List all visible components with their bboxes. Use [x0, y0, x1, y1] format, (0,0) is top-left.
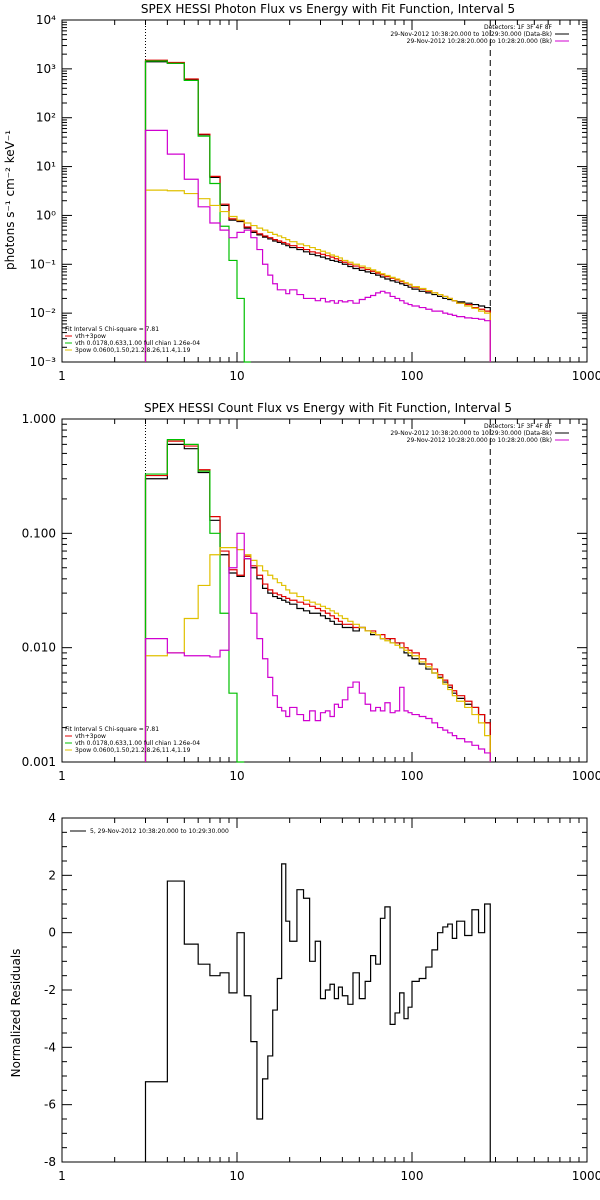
- series-line-1: [144, 440, 491, 762]
- y-tick-label: 10¹: [36, 160, 56, 174]
- y-tick-label: -8: [44, 1155, 56, 1169]
- legend-bottom-text: vth+3pow: [75, 333, 106, 340]
- residuals-panel: Normalized Residuals 1 10 100 1000 -8 -6 -4 -2 0…: [9, 811, 600, 1183]
- x-tick-label: 1000: [572, 769, 600, 783]
- series-line-3: [144, 547, 491, 762]
- legend-top-text: Detectors: 1F 3F 4F 8F: [484, 24, 553, 31]
- legend-top-text: 29-Nov-2012 10:28:20.000 to 10:28:20.000…: [407, 437, 552, 444]
- y-tick-label: 10⁴: [36, 13, 56, 27]
- series-line-0: [144, 443, 491, 762]
- y-tick-label: -4: [44, 1040, 56, 1054]
- y-tick-label: 4: [48, 811, 56, 825]
- x-tick-label: 10: [229, 1169, 244, 1183]
- y-tick-label: 10⁻¹: [30, 257, 57, 271]
- x-tick-label: 1000: [572, 369, 600, 383]
- y-tick-label: 1.000: [22, 412, 56, 426]
- legend-bottom-text: vth 0.0178,0.633,1.00 full chian 1.26e-0…: [75, 740, 200, 747]
- legend-bottom-text: vth 0.0178,0.633,1.00 full chian 1.26e-0…: [75, 340, 200, 347]
- x-tick-label: 100: [401, 369, 424, 383]
- y-tick-label: 10⁻²: [30, 306, 57, 320]
- plot-frame: [61, 817, 588, 1163]
- x-tick-label: 1: [58, 1169, 66, 1183]
- y-tick-label: 0: [48, 926, 56, 940]
- legend-bottom-text: vth+3pow: [75, 733, 106, 740]
- x-tick-label: 100: [401, 1169, 424, 1183]
- legend-top-text: 29-Nov-2012 10:38:20.000 to 10:29:30.000…: [390, 430, 552, 437]
- plot-frame: [61, 19, 588, 363]
- legend-top-text: 29-Nov-2012 10:38:20.000 to 10:29:30.000…: [390, 31, 552, 38]
- y-tick-label: 10²: [36, 111, 56, 125]
- x-tick-label: 10: [229, 369, 244, 383]
- series-line-0: [144, 863, 491, 1162]
- x-tick-label: 10: [229, 769, 244, 783]
- x-tick-label: 100: [401, 769, 424, 783]
- x-tick-label: 1: [58, 369, 66, 383]
- residuals-ylabel: Normalized Residuals: [9, 949, 23, 1078]
- series-line-2: [144, 439, 245, 763]
- legend-top-text: Detectors: 1F 3F 4F 8F: [484, 423, 553, 430]
- photon-flux-ylabel: photons s⁻¹ cm⁻² keV⁻¹: [3, 130, 17, 270]
- y-tick-label: 10⁰: [36, 208, 56, 222]
- count-flux-panel: SPEX HESSI Count Flux vs Energy with Fit…: [22, 401, 600, 783]
- series-line-4: [144, 129, 491, 362]
- legend-top-text: 29-Nov-2012 10:28:20.000 to 10:28:20.000…: [407, 38, 552, 45]
- photon-flux-panel: SPEX HESSI Photon Flux vs Energy with Fi…: [3, 2, 600, 383]
- y-tick-label: -6: [44, 1098, 56, 1112]
- count-flux-title: SPEX HESSI Count Flux vs Energy with Fit…: [144, 401, 512, 415]
- x-tick-label: 1: [58, 769, 66, 783]
- plot-frame: [61, 418, 588, 763]
- y-tick-label: -2: [44, 983, 56, 997]
- series-line-0: [144, 61, 491, 362]
- legend-bottom-text: 3pow 0.0600,1.50,21.2,8.26,11.4,1.19: [75, 347, 191, 354]
- y-tick-label: 10⁻³: [30, 355, 57, 369]
- legend-bottom-text: 3pow 0.0600,1.50,21.2,8.26,11.4,1.19: [75, 747, 191, 754]
- y-tick-label: 0.010: [22, 641, 56, 655]
- y-tick-label: 0.100: [22, 526, 56, 540]
- y-tick-label: 2: [48, 868, 56, 882]
- legend-text: 5, 29-Nov-2012 10:38:20.000 to 10:29:30.…: [90, 828, 229, 835]
- photon-flux-title: SPEX HESSI Photon Flux vs Energy with Fi…: [141, 2, 515, 16]
- y-tick-label: 10³: [36, 62, 56, 76]
- series-line-4: [144, 532, 491, 762]
- legend-bottom-text: Fit Interval 5 Chi-square = 7.81: [65, 726, 159, 733]
- x-tick-label: 1000: [572, 1169, 600, 1183]
- legend-bottom-text: Fit Interval 5 Chi-square = 7.81: [65, 326, 159, 333]
- series-line-2: [144, 60, 251, 363]
- y-tick-label: 0.001: [22, 755, 56, 769]
- series-line-1: [144, 59, 491, 362]
- series-line-3: [144, 189, 491, 362]
